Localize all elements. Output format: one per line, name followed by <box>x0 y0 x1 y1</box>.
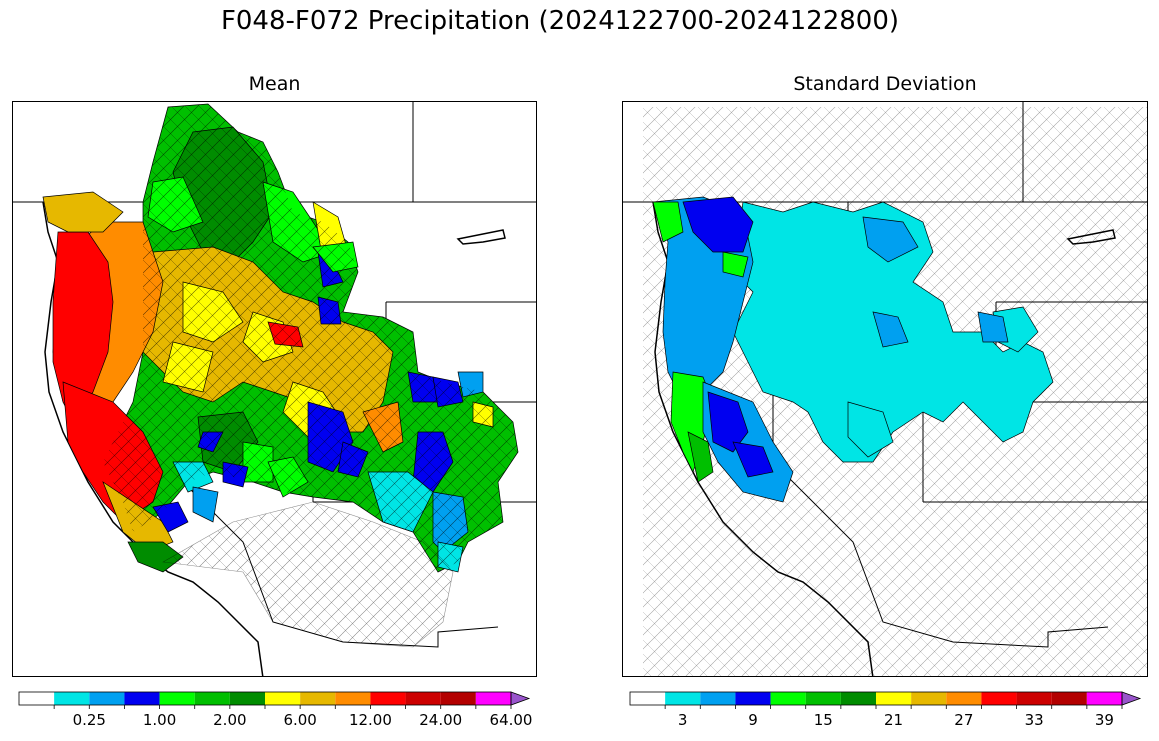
colorbar-tick-label: 27 <box>954 711 974 729</box>
stddev-colorbar <box>629 690 1142 709</box>
colorbar-tick-label: 24.00 <box>419 711 463 729</box>
colorbar-tick-label: 15 <box>813 711 833 729</box>
colorbar-swatch <box>911 692 947 705</box>
colorbar-tick-label: 3 <box>677 711 688 729</box>
colorbar-swatch <box>124 692 160 705</box>
colorbar-swatch <box>840 692 876 705</box>
colorbar-swatch <box>405 692 441 705</box>
colorbar-swatch <box>89 692 125 705</box>
mean-panel-title: Mean <box>248 73 301 95</box>
colorbar-swatch <box>19 692 55 705</box>
colorbar-swatch <box>770 692 806 705</box>
stddev-colorbar-svg <box>629 691 1142 709</box>
colorbar-tick-label: 2.00 <box>213 711 247 729</box>
colorbar-tick-label: 64.00 <box>489 711 533 729</box>
colorbar-swatch <box>946 692 982 705</box>
colorbar-tick-label: 1.00 <box>142 711 177 729</box>
stddev-map <box>622 101 1148 677</box>
colorbar-swatch <box>805 692 841 705</box>
colorbar-swatch <box>1086 692 1122 705</box>
stddev-panel-title: Standard Deviation <box>793 73 977 95</box>
colorbar-tick-label: 12.00 <box>348 711 392 729</box>
colorbar-swatch <box>159 692 195 705</box>
colorbar-swatch <box>1016 692 1052 705</box>
colorbar-tick-label: 0.25 <box>72 711 106 729</box>
colorbar-tick-label: 21 <box>884 711 904 729</box>
lake-outline <box>456 229 506 245</box>
colorbar-swatch <box>475 692 511 705</box>
stddev-colorbar-labels: 3 9 15 21 27 33 39 <box>630 711 1140 731</box>
colorbar-swatch <box>876 692 912 705</box>
stddev-field <box>652 196 1054 503</box>
colorbar-tick-label: 39 <box>1094 711 1114 729</box>
figure-title: F048-F072 Precipitation (2024122700-2024… <box>220 6 900 36</box>
colorbar-swatch <box>630 692 666 705</box>
colorbar-swatch <box>981 692 1017 705</box>
colorbar-swatch <box>700 692 736 705</box>
colorbar-swatch <box>665 692 701 705</box>
mean-colorbar <box>18 690 531 709</box>
colorbar-swatch <box>335 692 371 705</box>
colorbar-tick-label: 9 <box>748 711 758 729</box>
colorbar-swatch <box>229 692 265 705</box>
colorbar-swatch <box>194 692 230 705</box>
colorbar-swatch <box>54 692 90 705</box>
mean-colorbar-labels: 0.25 1.00 2.00 6.00 12.00 24.00 64.00 <box>19 711 533 731</box>
colorbar-extend-triangle <box>510 691 531 706</box>
colorbar-swatch <box>735 692 771 705</box>
colorbar-swatch <box>300 692 336 705</box>
colorbar-swatch <box>265 692 301 705</box>
mean-map <box>12 101 537 677</box>
colorbar-tick-label: 6.00 <box>283 711 317 729</box>
colorbar-swatch <box>370 692 406 705</box>
mean-colorbar-svg <box>18 691 531 709</box>
colorbar-tick-label: 33 <box>1024 711 1044 729</box>
lake-outline-sd <box>1066 229 1116 245</box>
colorbar-swatch <box>440 692 476 705</box>
colorbar-extend-triangle <box>1121 691 1142 706</box>
colorbar-swatch <box>1051 692 1087 705</box>
